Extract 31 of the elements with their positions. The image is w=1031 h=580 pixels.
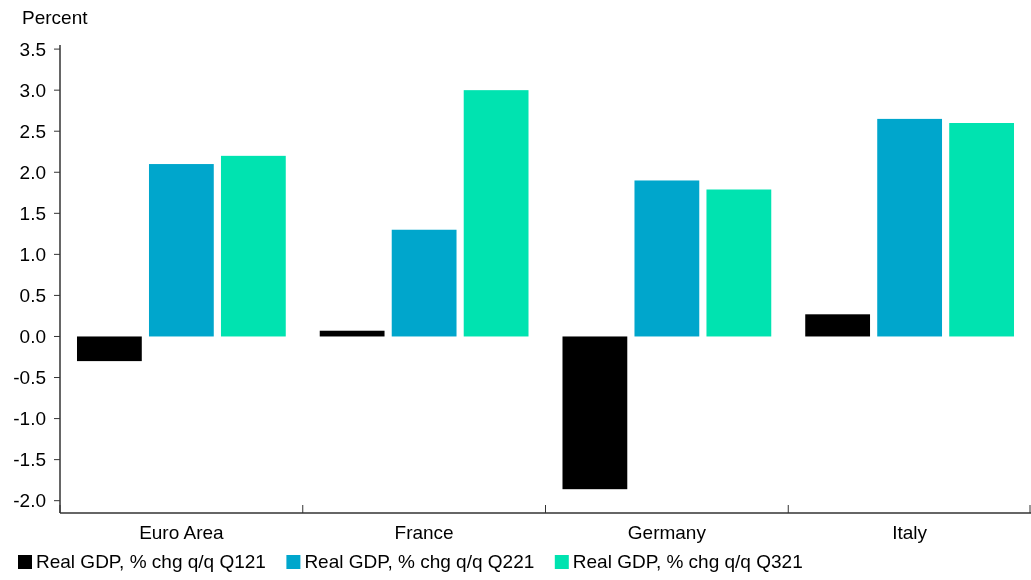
legend-label: Real GDP, % chg q/q Q221 — [304, 551, 535, 572]
bar — [391, 229, 457, 337]
y-tick-label: -1.5 — [13, 449, 46, 471]
y-tick-label: 0.5 — [19, 285, 46, 307]
x-tick-label: Euro Area — [139, 522, 225, 543]
y-tick-label: 2.5 — [19, 120, 46, 142]
y-tick-label: 3.0 — [19, 79, 46, 101]
legend-label: Real GDP, % chg q/q Q321 — [572, 551, 803, 572]
bar — [76, 336, 142, 362]
bar — [949, 123, 1015, 337]
y-tick-label: 3.5 — [19, 38, 46, 60]
x-tick-label: Italy — [892, 522, 928, 543]
legend-label: Real GDP, % chg q/q Q121 — [36, 551, 266, 572]
x-tick-label: Germany — [627, 522, 707, 543]
y-tick-label: 1.5 — [19, 202, 46, 224]
bar — [877, 118, 943, 337]
bar — [463, 90, 529, 337]
y-tick-label: 0.0 — [19, 326, 46, 348]
y-tick-label: -1.0 — [13, 408, 46, 430]
bar — [562, 336, 628, 490]
y-tick-label: 2.0 — [19, 161, 46, 183]
y-tick-label: 1.0 — [19, 244, 46, 266]
bar — [220, 155, 286, 337]
bar — [634, 180, 700, 337]
y-tick-label: -2.0 — [13, 490, 46, 512]
y-tick-label: -0.5 — [13, 367, 46, 389]
bar — [805, 314, 871, 337]
y-axis-title: Percent — [22, 7, 89, 28]
bar — [148, 164, 214, 337]
bar — [706, 189, 772, 337]
x-tick-label: France — [394, 522, 454, 543]
